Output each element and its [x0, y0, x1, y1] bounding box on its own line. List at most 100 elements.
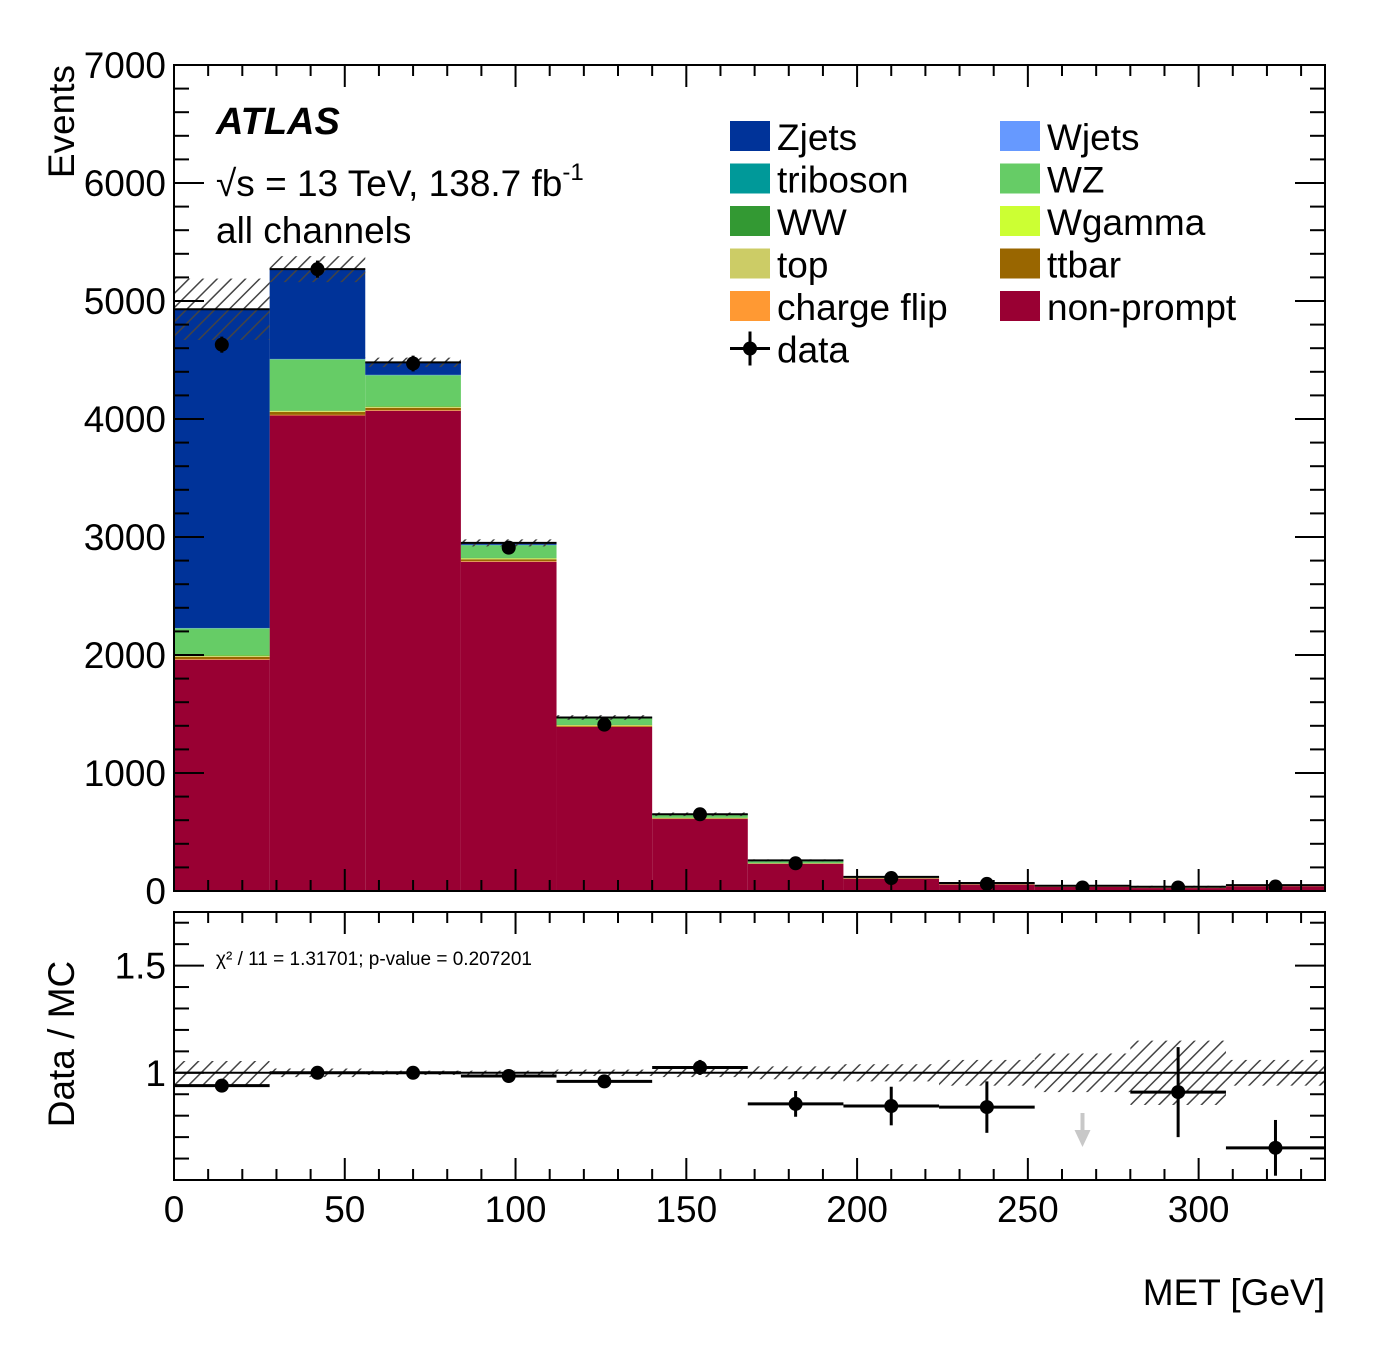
- legend-label: top: [777, 245, 828, 286]
- legend-item-ttbar: ttbar: [1000, 245, 1121, 286]
- legend-item-triboson: triboson: [730, 160, 909, 201]
- bar-non-prompt-2: [365, 410, 461, 891]
- data-point-7: [884, 871, 899, 886]
- bar-charge-flip-2: [365, 410, 461, 411]
- bar-ww-2: [365, 406, 461, 407]
- legend-label: data: [777, 330, 849, 371]
- bar-top-2: [365, 407, 461, 408]
- data-point-11: [1268, 879, 1283, 891]
- bar-non-prompt-3: [460, 561, 557, 891]
- ratio-point-5: [692, 1060, 707, 1075]
- energy-lumi-label: √s = 13 TeV, 138.7 fb-1: [216, 159, 584, 204]
- legend-item-ww: WW: [730, 202, 847, 243]
- legend-label: non-prompt: [1047, 287, 1237, 328]
- bar-zjets-1: [269, 269, 366, 359]
- data-point-3: [501, 540, 516, 555]
- legend-swatch: [1000, 206, 1040, 236]
- x-tick-label: 50: [324, 1189, 365, 1230]
- legend-swatch: [730, 248, 770, 279]
- x-tick-label: 300: [1168, 1189, 1230, 1230]
- data-point-6: [788, 856, 803, 871]
- main-y-tick-label: 2000: [84, 635, 166, 676]
- legend-swatch: [730, 163, 770, 194]
- bar-wz-1: [269, 359, 366, 411]
- ratio-point-3: [501, 1069, 516, 1084]
- ratio-y-tick-label: 1.5: [115, 946, 166, 987]
- data-point-9: [1075, 880, 1090, 891]
- bar-ttbar-3: [460, 559, 557, 562]
- bar-wgamma-1: [269, 410, 366, 412]
- legend-item-charge-flip: charge flip: [730, 287, 948, 328]
- data-point-2: [406, 356, 421, 371]
- legend-item-top: top: [730, 245, 828, 286]
- legend-label: Zjets: [777, 117, 857, 158]
- ratio-point-10: [1171, 1085, 1186, 1100]
- ratio-point-0: [214, 1078, 229, 1093]
- bar-top-3: [460, 558, 557, 560]
- legend-swatch: [730, 291, 770, 321]
- data-point-5: [692, 807, 707, 822]
- main-frame: [173, 64, 1326, 892]
- main-y-tick-label: 3000: [84, 517, 166, 558]
- x-tick-label: 250: [997, 1189, 1059, 1230]
- bar-charge-flip-1: [269, 414, 366, 416]
- ratio-off-scale-arrows: [1074, 1113, 1091, 1147]
- main-y-tick-label: 4000: [84, 399, 166, 440]
- legend-swatch: [1000, 248, 1040, 279]
- atlas-label: ATLAS: [215, 101, 340, 143]
- ratio-y-tick-label: 1: [145, 1053, 166, 1094]
- bar-non-prompt-4: [556, 726, 653, 891]
- main-y-tick-labels: 0 1000 2000 3000 4000 5000 6000 7000: [84, 45, 166, 912]
- bar-wgamma-2: [365, 406, 461, 408]
- legend-swatch: [1000, 163, 1040, 194]
- bar-wgamma-3: [460, 558, 557, 559]
- legend-item-wjets: Wjets: [1000, 117, 1140, 158]
- legend-item-wz: WZ: [1000, 160, 1105, 201]
- ratio-point-2: [406, 1065, 421, 1080]
- legend-swatch: [730, 121, 770, 151]
- legend-label: triboson: [777, 160, 909, 201]
- ratio-frame: [173, 911, 1326, 1181]
- ratio-x-ticks: [173, 912, 1303, 1180]
- bar-non-prompt-5: [652, 819, 748, 891]
- legend-data-marker: [743, 341, 757, 356]
- bar-top-1: [269, 411, 366, 412]
- chi2-annotation: χ² / 11 = 1.31701; p-value = 0.207201: [216, 949, 532, 970]
- bar-ttbar-0: [174, 656, 270, 660]
- main-y-tick-label: 7000: [84, 45, 166, 86]
- bar-top-0: [174, 656, 270, 657]
- legend-label: Wjets: [1047, 117, 1140, 158]
- x-tick-label: 150: [655, 1189, 717, 1230]
- region-label: all channels: [216, 210, 411, 251]
- data-points: [214, 260, 1283, 891]
- x-tick-label: 100: [485, 1189, 547, 1230]
- data-point-10: [1171, 880, 1186, 891]
- legend-label: Wgamma: [1047, 202, 1206, 243]
- data-point-8: [979, 876, 994, 891]
- ratio-point-7: [884, 1099, 899, 1114]
- legend-swatch: [1000, 121, 1040, 151]
- main-panel: 0 1000 2000 3000 4000 5000 6000 7000 Events ATL…: [41, 45, 1326, 912]
- bar-wz-0: [174, 628, 270, 655]
- bar-wgamma-0: [174, 655, 270, 657]
- legend-item-wgamma: Wgamma: [1000, 202, 1206, 243]
- ratio-x-tick-labels: 0 50 100 150 200 250 300: [164, 1189, 1230, 1230]
- legend-item-zjets: Zjets: [730, 117, 857, 158]
- ratio-point-1: [310, 1065, 325, 1080]
- bar-ww-0: [174, 655, 270, 656]
- ratio-point-8: [979, 1100, 994, 1115]
- legend: Zjets Wjets triboson WZ WW Wgamma top ttbar char…: [730, 117, 1237, 371]
- legend-swatch: [730, 206, 770, 236]
- x-tick-label: 200: [826, 1189, 888, 1230]
- bar-non-prompt-1: [269, 415, 366, 891]
- x-tick-label: 0: [164, 1189, 185, 1230]
- main-y-axis-title: Events: [41, 65, 82, 178]
- x-axis-title: MET [GeV]: [1143, 1272, 1325, 1313]
- off-scale-arrow-head: [1074, 1130, 1091, 1147]
- bar-ww-3: [460, 557, 557, 559]
- legend-swatch: [1000, 291, 1040, 321]
- bar-ttbar-1: [269, 411, 366, 415]
- data-point-0: [214, 337, 229, 352]
- bar-charge-flip-0: [174, 659, 270, 660]
